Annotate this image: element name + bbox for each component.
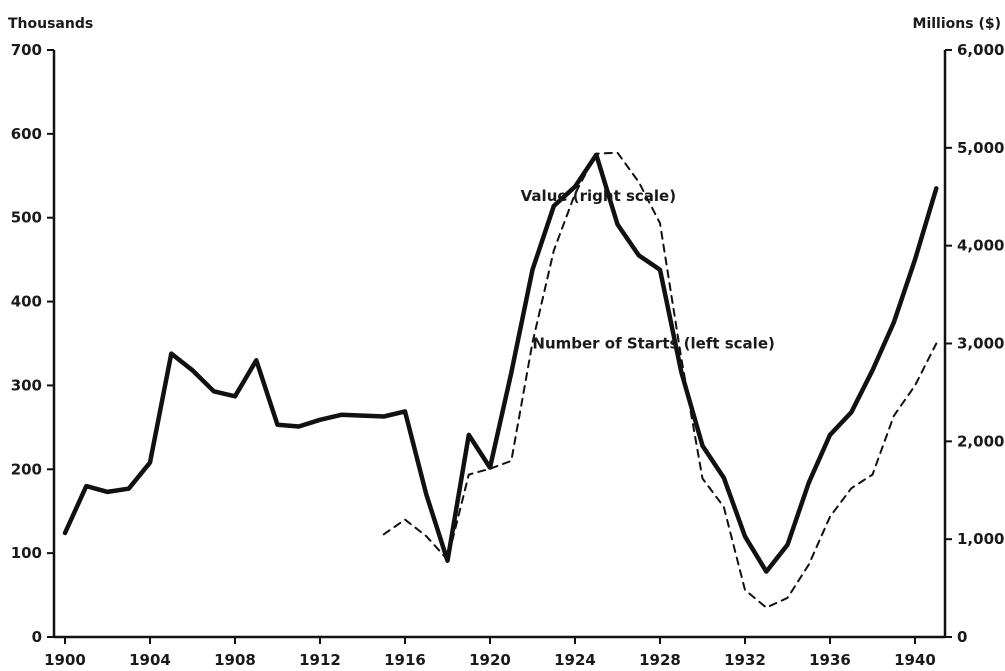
left-y-tick-label: 400 [11,293,42,311]
left-y-tick-label: 500 [11,209,42,227]
x-tick-label: 1916 [384,651,426,669]
x-tick-label: 1936 [809,651,851,669]
right-y-tick-label: 4,000 [957,237,1004,255]
x-tick-label: 1904 [129,651,171,669]
value-series-line [382,151,938,609]
x-tick-label: 1924 [554,651,596,669]
left-y-tick-label: 300 [11,376,42,394]
value-annotation: Value (right scale) [521,187,676,205]
right-y-tick-label: 2,000 [957,432,1004,450]
starts-series-line [62,152,939,574]
ticks: 0 100 200 300 400 500 600 700 0 1,000 2,000 3,000 4,… [11,41,1005,669]
annotations: Number of Starts (left scale) Value (righ… [521,187,775,353]
x-tick-label: 1920 [469,651,511,669]
right-y-tick-label: 3,000 [957,335,1004,353]
right-y-tick-label: 6,000 [957,41,1004,59]
series-lines [62,151,939,609]
right-y-tick-label: 5,000 [957,139,1004,157]
left-y-tick-label: 200 [11,460,42,478]
starts-annotation: Number of Starts (left scale) [532,335,774,353]
axes [52,50,947,639]
left-y-tick-label: 600 [11,125,42,143]
x-tick-label: 1928 [639,651,681,669]
left-y-tick-label: 700 [11,41,42,59]
right-y-tick-label: 1,000 [957,530,1004,548]
left-y-tick-label: 100 [11,544,42,562]
x-tick-label: 1932 [724,651,766,669]
right-y-tick-label: 0 [957,628,967,646]
x-tick-label: 1940 [894,651,936,669]
left-y-tick-label: 0 [32,628,42,646]
x-tick-label: 1912 [299,651,341,669]
x-tick-label: 1908 [214,651,256,669]
right-axis-title: Millions ($) [913,16,1001,32]
left-axis-title: Thousands [8,16,93,32]
x-tick-label: 1900 [44,651,86,669]
